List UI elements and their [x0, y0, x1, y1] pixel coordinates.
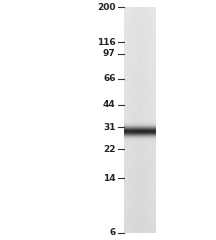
Text: 6: 6: [109, 228, 116, 237]
Text: 66: 66: [103, 74, 116, 83]
Text: 116: 116: [97, 38, 116, 47]
Text: 44: 44: [103, 100, 116, 109]
Text: 14: 14: [103, 174, 116, 183]
Text: 31: 31: [103, 123, 116, 132]
Text: 200: 200: [97, 3, 116, 12]
Text: 97: 97: [103, 49, 116, 58]
Text: 22: 22: [103, 145, 116, 154]
